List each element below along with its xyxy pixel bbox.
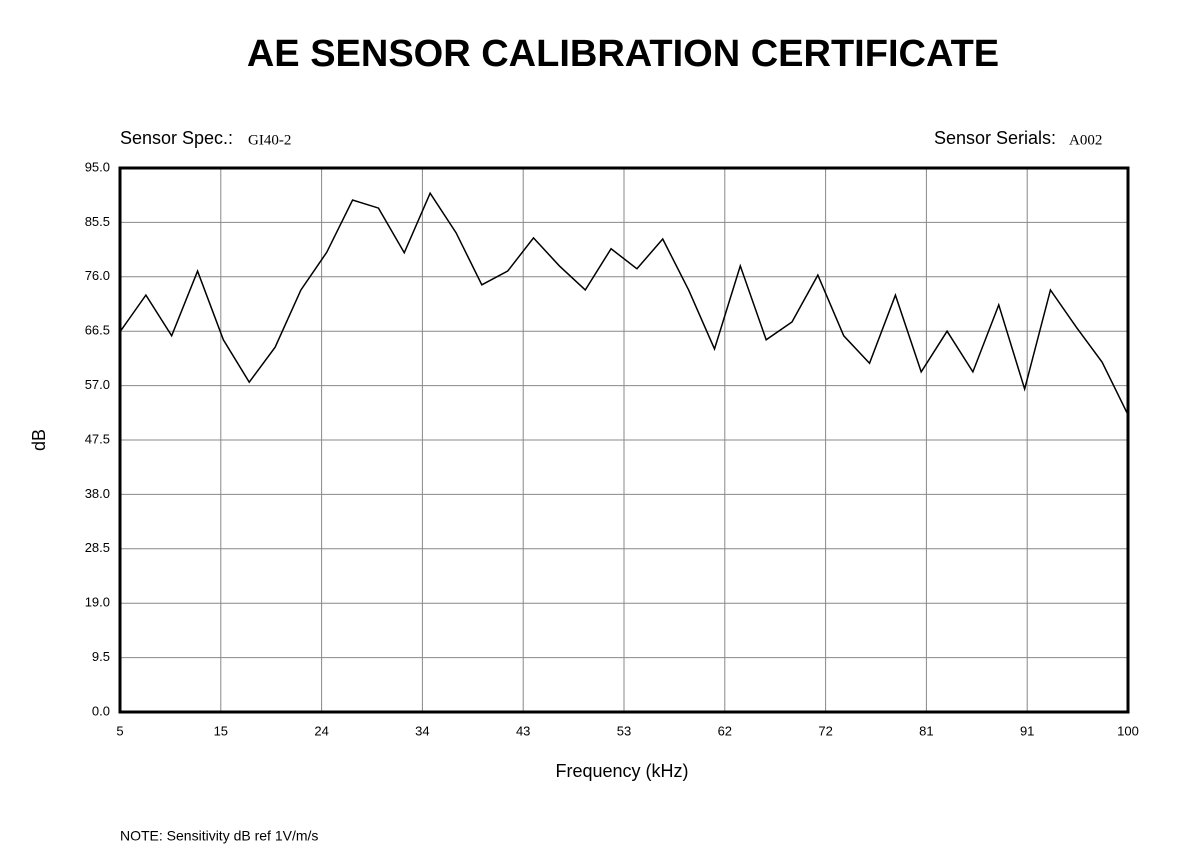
- y-tick-label: 9.5: [92, 649, 110, 664]
- y-tick-label: 66.5: [85, 323, 110, 338]
- y-tick-label: 47.5: [85, 431, 110, 446]
- x-tick-label: 15: [214, 723, 228, 738]
- y-tick-label: 95.0: [85, 159, 110, 174]
- x-tick-label: 81: [919, 723, 933, 738]
- chart-title: AE SENSOR CALIBRATION CERTIFICATE: [247, 33, 999, 75]
- x-tick-label: 62: [718, 723, 732, 738]
- y-tick-label: 0.0: [92, 703, 110, 718]
- x-tick-label: 5: [116, 723, 123, 738]
- y-tick-label: 28.5: [85, 540, 110, 555]
- y-tick-label: 76.0: [85, 268, 110, 283]
- x-axis-label: Frequency (kHz): [555, 761, 688, 781]
- serials-value: A002: [1069, 132, 1102, 148]
- y-tick-label: 38.0: [85, 486, 110, 501]
- y-axis-label: dB: [29, 429, 49, 451]
- spec-value: GI40-2: [248, 132, 291, 148]
- y-tick-label: 19.0: [85, 595, 110, 610]
- serials-label: Sensor Serials:: [934, 128, 1056, 148]
- x-tick-label: 91: [1020, 723, 1034, 738]
- x-tick-label: 100: [1117, 723, 1139, 738]
- y-tick-label: 57.0: [85, 377, 110, 392]
- x-tick-label: 53: [617, 723, 631, 738]
- y-tick-label: 85.5: [85, 214, 110, 229]
- spec-label: Sensor Spec.:: [120, 128, 233, 148]
- data-line: [119, 191, 1129, 416]
- plot-frame: [118, 166, 1130, 714]
- x-tick-label: 34: [415, 723, 429, 738]
- note: NOTE: Sensitivity dB ref 1V/m/s: [120, 828, 318, 844]
- x-tick-label: 72: [818, 723, 832, 738]
- x-tick-label: 24: [314, 723, 328, 738]
- x-tick-label: 43: [516, 723, 530, 738]
